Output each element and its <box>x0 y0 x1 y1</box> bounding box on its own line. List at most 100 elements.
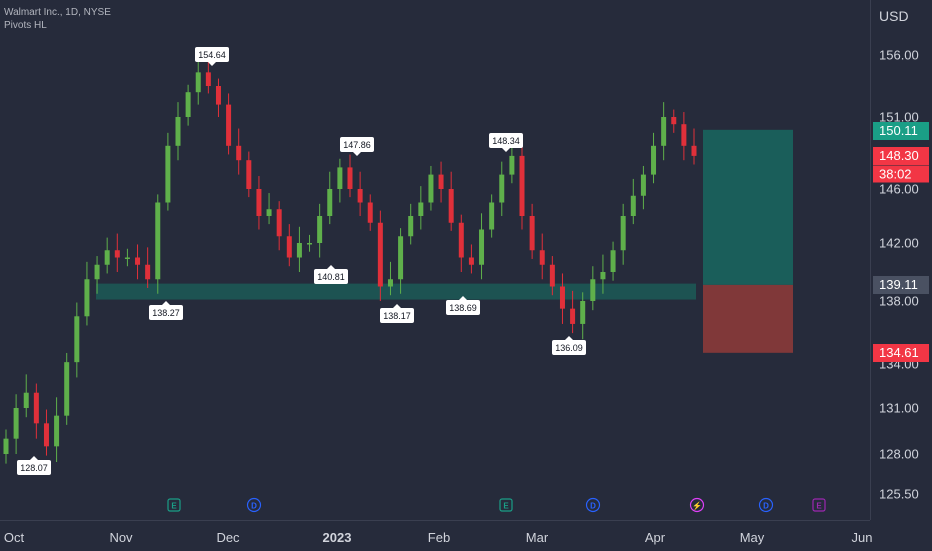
stop-price-label: 134.61 <box>873 344 929 362</box>
pivot-value: 138.17 <box>383 311 411 321</box>
time-tick: Nov <box>109 530 133 545</box>
candle-body <box>347 167 353 189</box>
candle-body <box>519 155 525 216</box>
candle-body <box>499 174 505 203</box>
price-tick: 125.50 <box>879 486 919 502</box>
candle-body <box>620 216 626 251</box>
price-chart[interactable]: 154.64 147.86 148.34 138.27 140.81 138.17 138.… <box>0 0 870 520</box>
candle-body <box>185 92 191 117</box>
candle-body <box>33 392 39 424</box>
candle-body <box>175 117 181 146</box>
time-tick: Oct <box>3 530 25 545</box>
event-marker-earnings[interactable] <box>812 498 826 512</box>
support-zone <box>96 283 696 300</box>
candle-body <box>317 216 323 243</box>
target-price-label: 150.11 <box>873 122 929 140</box>
candle-body <box>307 243 313 245</box>
price-axis[interactable]: USD 156.00 151.00 146.00 142.00 138.00 1… <box>870 0 932 520</box>
candle-body <box>570 308 576 324</box>
event-marker-earnings[interactable] <box>167 498 181 512</box>
indicator-label[interactable]: Pivots HL <box>4 20 47 31</box>
pivot-value: 154.64 <box>198 50 226 60</box>
price-tick: 151.00 <box>879 109 919 125</box>
candle-body <box>266 209 272 216</box>
candle-body <box>256 189 262 216</box>
pivot-label-box <box>17 460 51 475</box>
candle-body <box>3 438 9 454</box>
candle-body <box>54 415 60 447</box>
pivot-label-box <box>314 269 348 284</box>
event-marker-dividend[interactable] <box>246 497 262 513</box>
entry-price-label: 139.11 <box>873 276 929 294</box>
event-marker-dividend[interactable] <box>689 497 705 513</box>
candle-body <box>155 202 161 280</box>
pivot-value: 138.69 <box>449 303 477 313</box>
candle-body <box>661 117 667 146</box>
candle-body <box>590 279 596 301</box>
candle-body <box>549 264 555 287</box>
event-marker-earnings[interactable] <box>499 498 513 512</box>
candle-body <box>529 216 535 251</box>
candle-body <box>276 209 282 237</box>
last-price-label: 148.30 <box>873 147 929 165</box>
candle-body <box>246 160 252 189</box>
pivot-pointer <box>502 148 510 152</box>
candle-body <box>630 195 636 216</box>
candle-body <box>104 250 110 265</box>
event-marker-letter: D <box>590 502 596 511</box>
event-marker-dividend[interactable] <box>585 497 601 513</box>
candle-body <box>337 167 343 189</box>
candle-body <box>398 236 404 280</box>
candle-body <box>468 257 474 265</box>
time-tick: Feb <box>427 530 451 545</box>
pivot-label: 147.86 <box>340 137 374 156</box>
candle-body <box>205 72 211 86</box>
price-tick: 131.00 <box>879 400 919 416</box>
candle-body <box>559 286 565 309</box>
candle-body <box>74 316 80 363</box>
candle-body <box>124 257 130 259</box>
price-tick: 138.00 <box>879 293 919 309</box>
candle-body <box>458 222 464 258</box>
candle-body <box>215 86 221 105</box>
candle-body <box>387 279 393 287</box>
candle-body <box>165 145 171 203</box>
pivot-label-box <box>340 137 374 152</box>
candle-body <box>195 72 201 93</box>
candle-body <box>23 392 29 408</box>
candle-body <box>367 202 373 223</box>
candle-body <box>84 279 90 317</box>
pivot-label: 138.27 <box>149 301 183 320</box>
candle-body <box>377 222 383 287</box>
pivot-value: 148.34 <box>492 136 520 146</box>
pivot-value: 128.07 <box>20 463 48 473</box>
pivot-pointer <box>565 336 573 340</box>
candle-body <box>296 243 302 258</box>
event-marker-letter: D <box>763 502 769 511</box>
candle-body <box>357 189 363 203</box>
time-tick: May <box>739 530 765 545</box>
pivot-value: 140.81 <box>317 272 345 282</box>
pivot-pointer <box>30 456 38 460</box>
pivot-label-box <box>149 305 183 320</box>
candle-body <box>236 145 242 161</box>
candle-body <box>438 174 444 189</box>
candle-body <box>428 174 434 203</box>
event-marker-letter: E <box>503 502 509 511</box>
candle-body <box>448 189 454 223</box>
event-marker-letter: ⚡ <box>692 501 702 511</box>
bar-countdown-label: 38:02 <box>873 165 929 183</box>
pivot-label-box <box>552 340 586 355</box>
pivot-label-box <box>195 47 229 62</box>
event-marker-dividend[interactable] <box>758 497 774 513</box>
candle-body <box>226 104 232 146</box>
pivot-value: 136.09 <box>555 343 583 353</box>
pivot-pointer <box>327 265 335 269</box>
candle-body <box>114 250 120 258</box>
candle-body <box>610 250 616 272</box>
pivot-label-box <box>489 133 523 148</box>
time-axis[interactable]: Oct Nov Dec 2023 Feb Mar Apr May Jun <box>0 520 872 551</box>
price-tick: 146.00 <box>879 181 919 197</box>
currency-label[interactable]: USD <box>879 8 909 24</box>
chart-title[interactable]: Walmart Inc., 1D, NYSE <box>4 7 111 18</box>
